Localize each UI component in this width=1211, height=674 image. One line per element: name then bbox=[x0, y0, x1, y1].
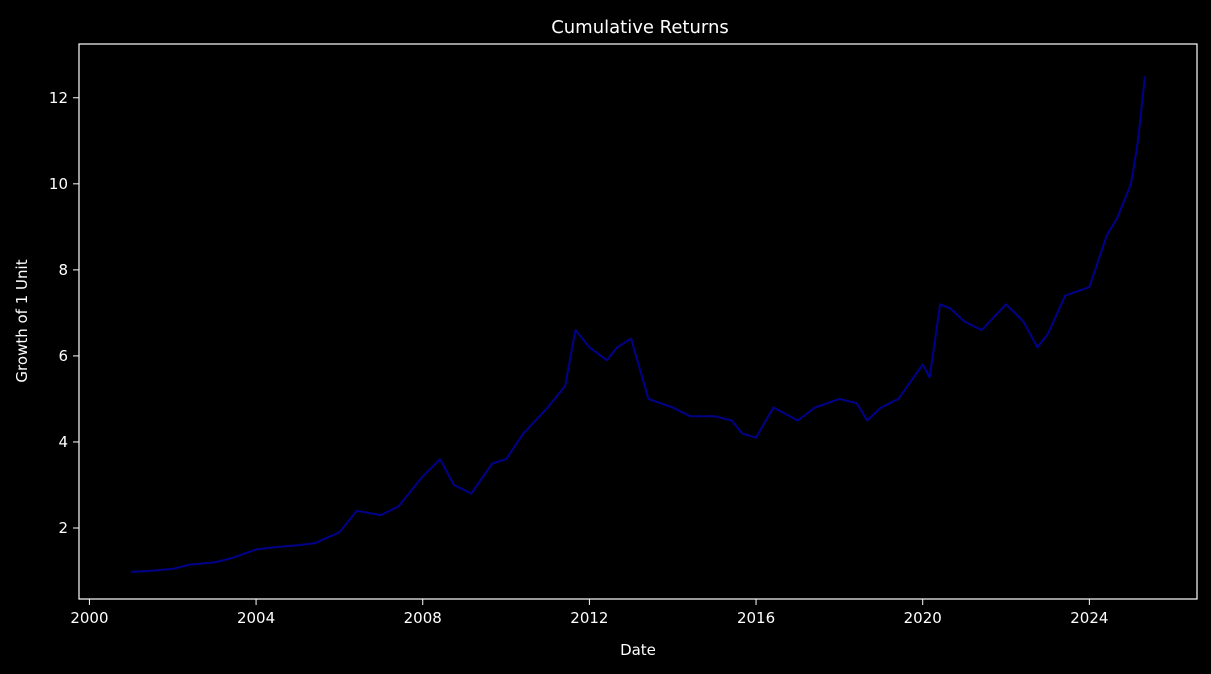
y-tick-label: 6 bbox=[58, 347, 68, 365]
x-tick-label: 2020 bbox=[904, 609, 942, 627]
series-line bbox=[131, 76, 1146, 573]
x-tick-label: 2012 bbox=[570, 609, 608, 627]
y-axis: 2 4 6 8 10 12 bbox=[49, 89, 79, 537]
y-tick-label: 12 bbox=[49, 89, 68, 107]
y-tick-label: 10 bbox=[49, 175, 68, 193]
x-axis-label: Date bbox=[620, 641, 656, 659]
y-axis-label: Growth of 1 Unit bbox=[13, 259, 31, 382]
y-tick-label: 4 bbox=[58, 433, 68, 451]
y-tick-label: 8 bbox=[58, 261, 68, 279]
y-tick-label: 2 bbox=[58, 519, 68, 537]
chart-title: Cumulative Returns bbox=[551, 17, 729, 38]
x-tick-label: 2016 bbox=[737, 609, 775, 627]
x-tick-label: 2000 bbox=[70, 609, 108, 627]
x-axis: 2000 2004 2008 2012 2016 2020 2024 bbox=[70, 599, 1108, 627]
x-tick-label: 2024 bbox=[1070, 609, 1108, 627]
x-tick-label: 2008 bbox=[404, 609, 442, 627]
series-layer bbox=[131, 76, 1146, 573]
plot-area bbox=[78, 43, 1198, 600]
x-tick-label: 2004 bbox=[237, 609, 275, 627]
